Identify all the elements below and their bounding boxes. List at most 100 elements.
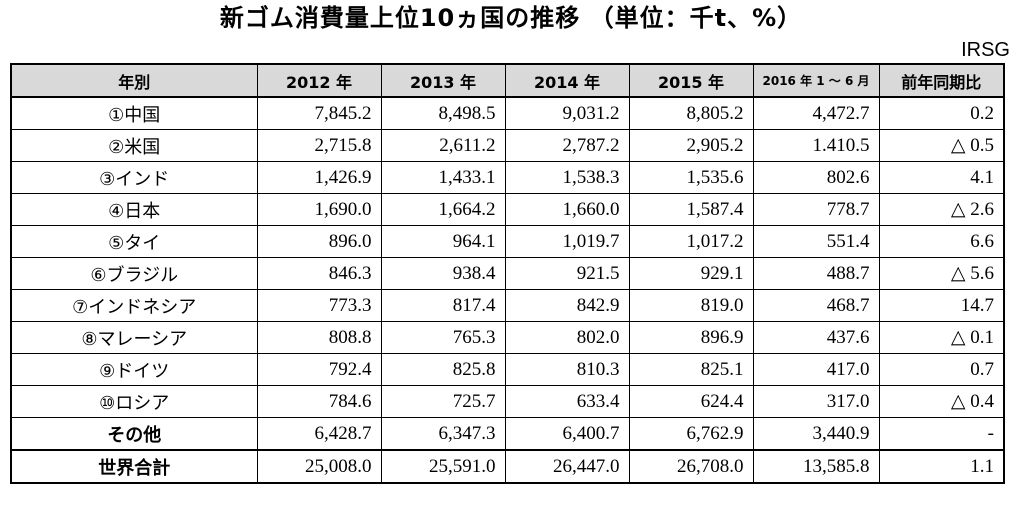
value-cell: 6.6 (878, 225, 1005, 258)
value-cell: △ 5.6 (878, 257, 1005, 290)
value-cell: 1,690.0 (256, 193, 382, 226)
value-cell: 802.0 (504, 321, 630, 354)
value-cell: 14.7 (878, 289, 1005, 322)
value-cell: △ 0.1 (878, 321, 1005, 354)
row-label: その他 (10, 417, 258, 451)
row-label: ⑤タイ (10, 225, 258, 258)
value-cell: 1,538.3 (504, 161, 630, 194)
value-cell: 896.0 (256, 225, 382, 258)
value-cell: 13,585.8 (752, 449, 880, 484)
value-cell: 1,019.7 (504, 225, 630, 258)
table-title: 新ゴム消費量上位10ヵ国の推移 （単位：千t、%） (219, 4, 803, 32)
header-cell: 年別 (10, 63, 258, 98)
value-cell: 808.8 (256, 321, 382, 354)
value-cell: △ 0.4 (878, 385, 1005, 418)
row-label: ⑧マレーシア (10, 321, 258, 354)
value-cell: 817.4 (380, 289, 506, 322)
value-cell: 725.7 (380, 385, 506, 418)
value-cell: 25,008.0 (256, 449, 382, 484)
header-cell: 2013 年 (380, 63, 506, 98)
value-cell: 2,715.8 (256, 129, 382, 162)
header-cell: 前年同期比 (878, 63, 1005, 98)
value-cell: 825.8 (380, 353, 506, 386)
value-cell: 468.7 (752, 289, 880, 322)
table-row: 世界合計 25,008.0 25,591.0 26,447.0 26,708.0 13,5… (10, 449, 1005, 484)
table-row: ⑥ブラジル 846.3 938.4 921.5 929.1 488.7 △ 5.6 (10, 257, 1005, 290)
value-cell: 26,708.0 (628, 449, 754, 484)
value-cell: 8,805.2 (628, 96, 754, 130)
value-cell: 2,905.2 (628, 129, 754, 162)
table-row: ③インド 1,426.9 1,433.1 1,538.3 1,535.6 802.6 4.1 (10, 161, 1005, 194)
row-label: ①中国 (10, 96, 258, 130)
value-cell: 810.3 (504, 353, 630, 386)
value-cell: 1,017.2 (628, 225, 754, 258)
value-cell: 819.0 (628, 289, 754, 322)
value-cell: 1,426.9 (256, 161, 382, 194)
value-cell: 778.7 (752, 193, 880, 226)
value-cell: 929.1 (628, 257, 754, 290)
value-cell: 317.0 (752, 385, 880, 418)
value-cell: 26,447.0 (504, 449, 630, 484)
value-cell: 4,472.7 (752, 96, 880, 130)
row-label: ⑨ドイツ (10, 353, 258, 386)
value-cell: 1.410.5 (752, 129, 880, 162)
table-row: ②米国 2,715.8 2,611.2 2,787.2 2,905.2 1.410.5 △ … (10, 129, 1005, 162)
value-cell: 8,498.5 (380, 96, 506, 130)
row-label: ④日本 (10, 193, 258, 226)
table-row: ⑩ロシア 784.6 725.7 633.4 624.4 317.0 △ 0.4 (10, 385, 1005, 418)
header-row: 年別 2012 年 2013 年 2014 年 2015 年 2016 年 1 … (10, 63, 1005, 98)
value-cell: 4.1 (878, 161, 1005, 194)
table-row: ⑦インドネシア 773.3 817.4 842.9 819.0 468.7 14.7 (10, 289, 1005, 322)
table-body: ①中国 7,845.2 8,498.5 9,031.2 8,805.2 4,472.7 0.… (10, 96, 1005, 484)
value-cell: 773.3 (256, 289, 382, 322)
value-cell: 846.3 (256, 257, 382, 290)
value-cell: 2,611.2 (380, 129, 506, 162)
value-cell: 9,031.2 (504, 96, 630, 130)
table-row: ⑨ドイツ 792.4 825.8 810.3 825.1 417.0 0.7 (10, 353, 1005, 386)
value-cell: 633.4 (504, 385, 630, 418)
row-label: 世界合計 (10, 449, 258, 484)
value-cell: △ 2.6 (878, 193, 1005, 226)
value-cell: 802.6 (752, 161, 880, 194)
value-cell: 6,762.9 (628, 417, 754, 451)
value-cell: - (878, 417, 1005, 451)
value-cell: 921.5 (504, 257, 630, 290)
value-cell: 964.1 (380, 225, 506, 258)
value-cell: 1,535.6 (628, 161, 754, 194)
value-cell: 488.7 (752, 257, 880, 290)
value-cell: 784.6 (256, 385, 382, 418)
table-row: ①中国 7,845.2 8,498.5 9,031.2 8,805.2 4,472.7 0.… (10, 96, 1005, 130)
value-cell: 3,440.9 (752, 417, 880, 451)
value-cell: 825.1 (628, 353, 754, 386)
value-cell: 1,664.2 (380, 193, 506, 226)
value-cell: 792.4 (256, 353, 382, 386)
consumption-table: 年別 2012 年 2013 年 2014 年 2015 年 2016 年 1 … (10, 63, 1005, 484)
header-cell: 2015 年 (628, 63, 754, 98)
source-label: IRSG (961, 39, 1010, 61)
value-cell: 765.3 (380, 321, 506, 354)
value-cell: 6,347.3 (380, 417, 506, 451)
row-label: ⑥ブラジル (10, 257, 258, 290)
value-cell: 551.4 (752, 225, 880, 258)
value-cell: 0.7 (878, 353, 1005, 386)
value-cell: 624.4 (628, 385, 754, 418)
value-cell: 25,591.0 (380, 449, 506, 484)
value-cell: 437.6 (752, 321, 880, 354)
value-cell: 6,428.7 (256, 417, 382, 451)
value-cell: △ 0.5 (878, 129, 1005, 162)
value-cell: 7,845.2 (256, 96, 382, 130)
row-label: ③インド (10, 161, 258, 194)
table-row: その他 6,428.7 6,347.3 6,400.7 6,762.9 3,440.9- (10, 417, 1005, 451)
table-row: ④日本 1,690.0 1,664.2 1,660.0 1,587.4 778.7 △ 2.… (10, 193, 1005, 226)
row-label: ⑦インドネシア (10, 289, 258, 322)
table-row: ⑧マレーシア 808.8 765.3 802.0 896.9 437.6 △ 0.1 (10, 321, 1005, 354)
row-label: ②米国 (10, 129, 258, 162)
value-cell: 1,660.0 (504, 193, 630, 226)
value-cell: 6,400.7 (504, 417, 630, 451)
header-cell: 2014 年 (504, 63, 630, 98)
value-cell: 1,433.1 (380, 161, 506, 194)
value-cell: 938.4 (380, 257, 506, 290)
value-cell: 0.2 (878, 96, 1005, 130)
header-cell: 2016 年 1 ～ 6 月 (752, 63, 880, 98)
table-row: ⑤タイ 896.0 964.1 1,019.7 1,017.2 551.4 6.6 (10, 225, 1005, 258)
